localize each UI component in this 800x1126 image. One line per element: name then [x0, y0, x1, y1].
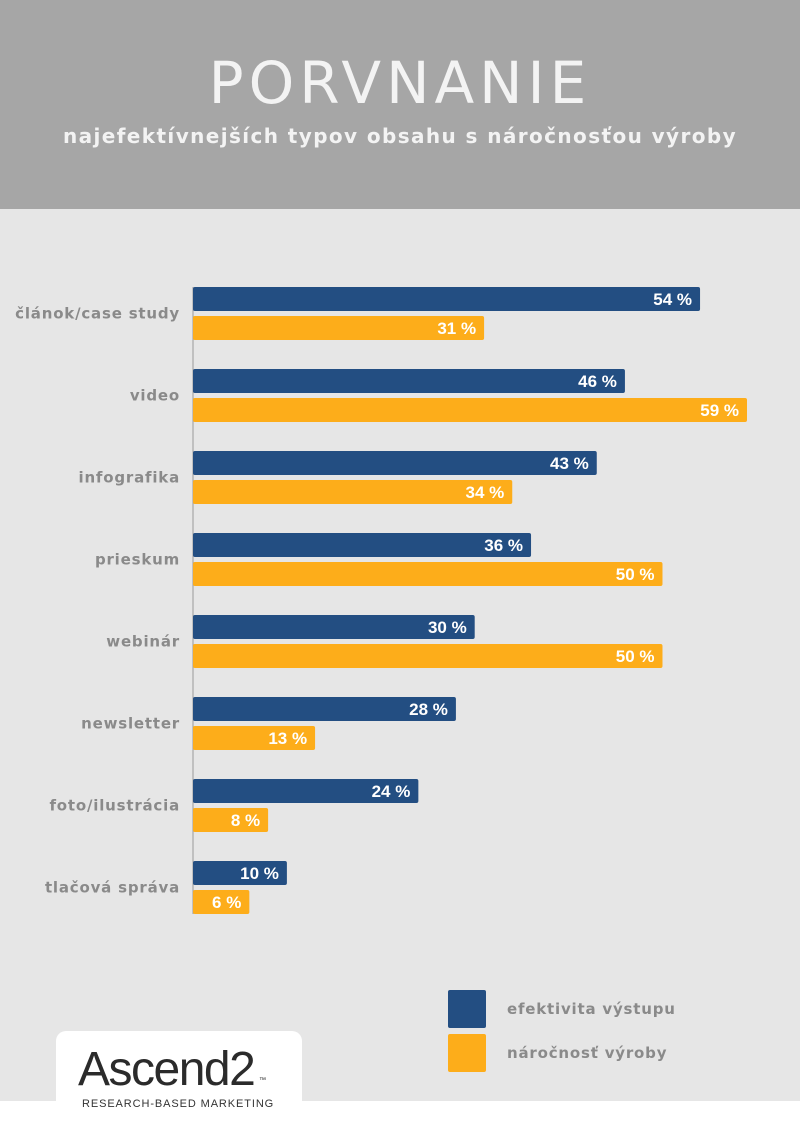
bar-effectiveness	[193, 697, 456, 721]
ascend2-logo: Ascend2 ™ RESEARCH-BASED MARKETING	[56, 1031, 302, 1126]
bar-value-label: 36 %	[484, 536, 523, 555]
legend-swatch-difficulty	[448, 1034, 486, 1072]
category-label: newsletter	[81, 715, 180, 733]
logo-tagline: RESEARCH-BASED MARKETING	[82, 1098, 275, 1110]
bar-value-label: 13 %	[268, 729, 307, 748]
bar-effectiveness	[193, 533, 532, 557]
logo-wordmark: Ascend2	[78, 1043, 256, 1096]
bar-value-label: 46 %	[578, 372, 617, 391]
legend-item-effectiveness: efektivita výstupu	[448, 990, 676, 1028]
bar-value-label: 24 %	[372, 782, 411, 801]
bar-difficulty	[193, 398, 747, 422]
page-title: PORVNANIE	[208, 49, 592, 117]
category-label: webinár	[106, 633, 180, 651]
bar-value-label: 50 %	[616, 565, 655, 584]
bar-value-label: 8 %	[231, 811, 260, 830]
category-label: prieskum	[95, 551, 180, 569]
bar-effectiveness	[193, 861, 287, 885]
bar-difficulty	[193, 316, 485, 340]
bar-effectiveness	[193, 451, 597, 475]
category-label: video	[130, 387, 180, 405]
bar-chart: článok/case study 54 % 31 % video 46 % 59 % in…	[15, 287, 747, 914]
category-label: článok/case study	[15, 305, 180, 323]
bar-value-label: 6 %	[212, 893, 241, 912]
chart-panel: článok/case study 54 % 31 % video 46 % 59 % in…	[0, 209, 800, 1101]
bar-difficulty	[193, 808, 269, 832]
bar-value-label: 28 %	[409, 700, 448, 719]
page-subtitle: najefektívnejších typov obsahu s náročno…	[62, 124, 738, 148]
bar-difficulty	[193, 480, 513, 504]
bar-value-label: 50 %	[616, 647, 655, 666]
bar-value-label: 59 %	[700, 401, 739, 420]
bar-difficulty	[193, 562, 663, 586]
bar-difficulty	[193, 644, 663, 668]
bar-value-label: 34 %	[466, 483, 505, 502]
bar-effectiveness	[193, 287, 701, 311]
logo-trademark: ™	[259, 1077, 266, 1084]
bar-value-label: 31 %	[437, 319, 476, 338]
legend-item-difficulty: náročnosť výroby	[448, 1034, 667, 1072]
header-banner: PORVNANIE najefektívnejších typov obsahu…	[0, 0, 800, 209]
bar-difficulty	[193, 726, 316, 750]
category-label: tlačová správa	[45, 879, 180, 897]
bar-effectiveness	[193, 615, 475, 639]
bar-value-label: 54 %	[653, 290, 692, 309]
legend-swatch-effectiveness	[448, 990, 486, 1028]
category-label: infografika	[79, 469, 180, 487]
bar-value-label: 10 %	[240, 864, 279, 883]
bar-effectiveness	[193, 779, 419, 803]
bar-difficulty	[193, 890, 250, 914]
bar-value-label: 43 %	[550, 454, 589, 473]
bar-value-label: 30 %	[428, 618, 467, 637]
legend-label-difficulty: náročnosť výroby	[507, 1044, 668, 1062]
legend-label-effectiveness: efektivita výstupu	[507, 1000, 676, 1018]
category-label: foto/ilustrácia	[49, 797, 180, 815]
bar-effectiveness	[193, 369, 625, 393]
